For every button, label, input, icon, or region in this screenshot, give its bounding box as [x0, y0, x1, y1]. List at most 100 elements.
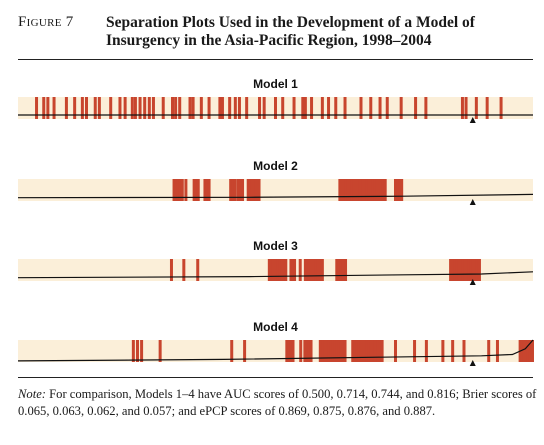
event-bar	[305, 259, 309, 281]
event-bar	[464, 97, 468, 119]
event-bar	[526, 340, 530, 362]
event-bar	[299, 340, 303, 362]
event-bar	[377, 179, 381, 201]
event-bar	[233, 97, 237, 119]
event-bar	[522, 340, 526, 362]
event-bar	[309, 340, 313, 362]
event-bar	[459, 259, 463, 281]
event-bar	[520, 340, 524, 362]
event-bar	[385, 97, 389, 119]
event-bar	[477, 259, 481, 281]
event-bar	[413, 340, 417, 362]
event-bar	[451, 340, 455, 362]
event-bar	[327, 97, 331, 119]
panel-title: Model 2	[253, 159, 298, 173]
event-bar	[123, 97, 127, 119]
event-bar	[310, 259, 314, 281]
event-bar	[343, 340, 347, 362]
event-bar	[229, 179, 233, 201]
figure-label: Figure 7	[18, 14, 74, 30]
event-bar	[228, 97, 232, 119]
event-bar	[238, 179, 242, 201]
expected-events-marker	[469, 279, 476, 285]
event-bar	[451, 259, 455, 281]
event-bar	[291, 340, 295, 362]
event-bar	[285, 340, 289, 362]
event-bar	[307, 259, 311, 281]
event-bar	[352, 179, 356, 201]
event-bar	[278, 259, 282, 281]
event-bar	[303, 340, 307, 362]
event-bar	[42, 97, 46, 119]
event-bar	[461, 259, 465, 281]
event-bar	[93, 97, 97, 119]
event-bar	[274, 97, 277, 119]
event-bar	[188, 97, 192, 119]
event-bar	[335, 340, 339, 362]
event-bar	[376, 340, 380, 362]
event-bar	[460, 97, 464, 119]
event-bar	[393, 340, 397, 362]
event-bar	[174, 179, 178, 201]
event-bar	[267, 259, 271, 281]
panel-band	[18, 179, 533, 201]
event-bar	[143, 97, 147, 119]
event-bar	[307, 340, 311, 362]
event-bar	[341, 259, 345, 281]
event-bar	[109, 97, 113, 119]
event-bar	[356, 179, 360, 201]
event-bar	[118, 97, 122, 119]
expected-events-marker	[469, 117, 476, 123]
event-bar	[233, 179, 237, 201]
event-bar	[369, 97, 373, 119]
event-bar	[305, 340, 309, 362]
event-bar	[194, 179, 198, 201]
event-bar	[231, 179, 235, 201]
event-bar	[378, 340, 382, 362]
event-bar	[455, 259, 459, 281]
event-bar	[528, 340, 532, 362]
event-bar	[131, 340, 135, 362]
event-bar	[333, 340, 337, 362]
event-bar	[182, 259, 186, 281]
figure-note: Note: For comparison, Models 1–4 have AU…	[18, 386, 538, 420]
event-bar	[400, 179, 404, 201]
event-bar	[475, 259, 479, 281]
event-bar	[161, 97, 165, 119]
event-bar	[248, 179, 252, 201]
event-bar	[271, 259, 275, 281]
event-bar	[176, 179, 180, 201]
event-bar	[269, 259, 273, 281]
event-bar	[334, 97, 338, 119]
event-bar	[97, 97, 101, 119]
event-bar	[348, 179, 352, 201]
event-bar	[471, 259, 475, 281]
event-bar	[280, 259, 284, 281]
event-bar	[293, 259, 297, 281]
event-bar	[365, 340, 369, 362]
event-bar	[375, 179, 379, 201]
event-bar	[292, 97, 296, 119]
event-bar	[310, 97, 314, 119]
event-bar	[331, 340, 335, 362]
event-bar	[373, 179, 377, 201]
event-bar	[343, 97, 347, 119]
event-bar	[381, 179, 385, 201]
event-bar	[147, 97, 151, 119]
event-bar	[363, 179, 367, 201]
event-bar	[303, 97, 307, 119]
event-bar	[346, 179, 350, 201]
event-bar	[344, 179, 348, 201]
event-bar	[371, 179, 375, 201]
event-bar	[353, 340, 357, 362]
event-bar	[463, 259, 467, 281]
event-bar	[369, 340, 373, 362]
event-bar	[207, 97, 211, 119]
event-bar	[196, 179, 200, 201]
event-bar	[414, 97, 418, 119]
event-bar	[151, 97, 155, 119]
event-bar	[254, 179, 258, 201]
event-bar	[316, 259, 320, 281]
event-bar	[383, 179, 387, 201]
